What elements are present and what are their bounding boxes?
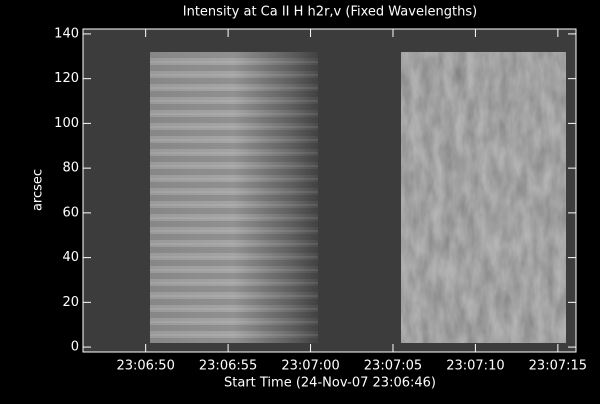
y-tick-label: 40 bbox=[62, 250, 79, 265]
y-tick-label: 120 bbox=[54, 71, 79, 86]
x-tick-label: 23:06:50 bbox=[116, 359, 174, 374]
y-tick-label: 100 bbox=[54, 116, 79, 131]
y-tick-label: 140 bbox=[54, 26, 79, 41]
y-tick-label: 0 bbox=[71, 340, 79, 355]
x-tick-label: 23:06:55 bbox=[199, 359, 257, 374]
plot-frame bbox=[82, 28, 577, 353]
x-tick-label: 23:07:10 bbox=[446, 359, 504, 374]
x-tick-label: 23:07:15 bbox=[529, 359, 587, 374]
y-tick-label: 60 bbox=[62, 205, 79, 220]
y-tick-label: 80 bbox=[62, 161, 79, 176]
x-tick-label: 23:07:05 bbox=[364, 359, 422, 374]
y-axis-label: arcsec bbox=[31, 169, 46, 211]
x-tick-label: 23:07:00 bbox=[281, 359, 339, 374]
image-panel-left-texture bbox=[150, 52, 318, 343]
image-panel-right bbox=[401, 52, 566, 343]
chart-title: Intensity at Ca II H h2r,v (Fixed Wavele… bbox=[183, 5, 477, 20]
y-tick-label: 20 bbox=[62, 295, 79, 310]
x-axis-label: Start Time (24-Nov-07 23:06:46) bbox=[224, 376, 436, 391]
